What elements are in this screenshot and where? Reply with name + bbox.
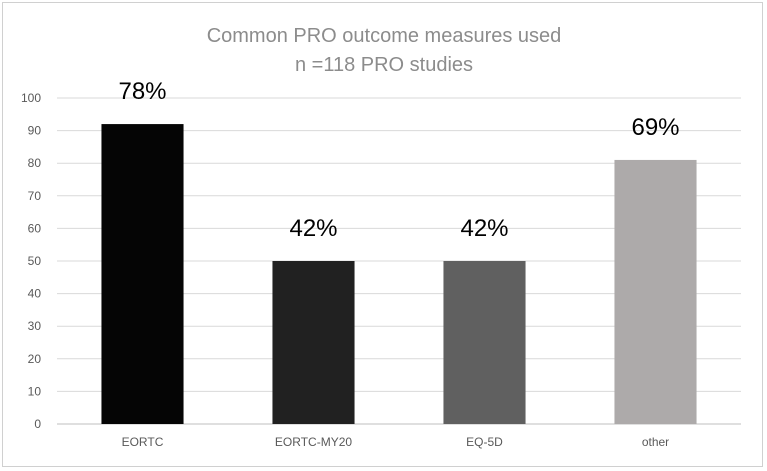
bar-eortc <box>101 124 184 424</box>
y-tick-label: 10 <box>28 384 42 398</box>
bar-eortc-my20 <box>272 261 355 424</box>
x-category-label: EORTC <box>122 435 164 449</box>
y-tick-label: 80 <box>28 156 42 170</box>
bar-other <box>614 159 697 424</box>
y-tick-label: 90 <box>28 124 42 138</box>
x-axis-categories: EORTC EORTC-MY20 EQ-5D other <box>122 435 670 449</box>
y-tick-label: 40 <box>28 287 42 301</box>
data-labels: 78% 42% 42% 69% <box>118 78 679 242</box>
y-tick-label: 50 <box>28 254 42 268</box>
x-category-label: EORTC-MY20 <box>275 435 352 449</box>
y-tick-label: 0 <box>34 417 41 431</box>
data-label: 69% <box>631 114 679 141</box>
bars <box>101 124 697 424</box>
y-axis-ticks: 0 10 20 30 40 50 60 70 80 90 100 <box>21 91 41 431</box>
chart-subtitle: n =118 PRO studies <box>295 54 473 76</box>
bar-eq-5d <box>443 261 526 424</box>
data-label: 42% <box>289 215 337 242</box>
data-label: 78% <box>118 78 166 105</box>
y-tick-label: 70 <box>28 189 42 203</box>
x-category-label: EQ-5D <box>466 435 503 449</box>
y-tick-label: 60 <box>28 221 42 235</box>
x-category-label: other <box>642 435 669 449</box>
y-tick-label: 100 <box>21 91 41 105</box>
chart-title: Common PRO outcome measures used <box>207 25 562 47</box>
y-tick-label: 20 <box>28 352 42 366</box>
y-tick-label: 30 <box>28 319 42 333</box>
data-label: 42% <box>460 215 508 242</box>
